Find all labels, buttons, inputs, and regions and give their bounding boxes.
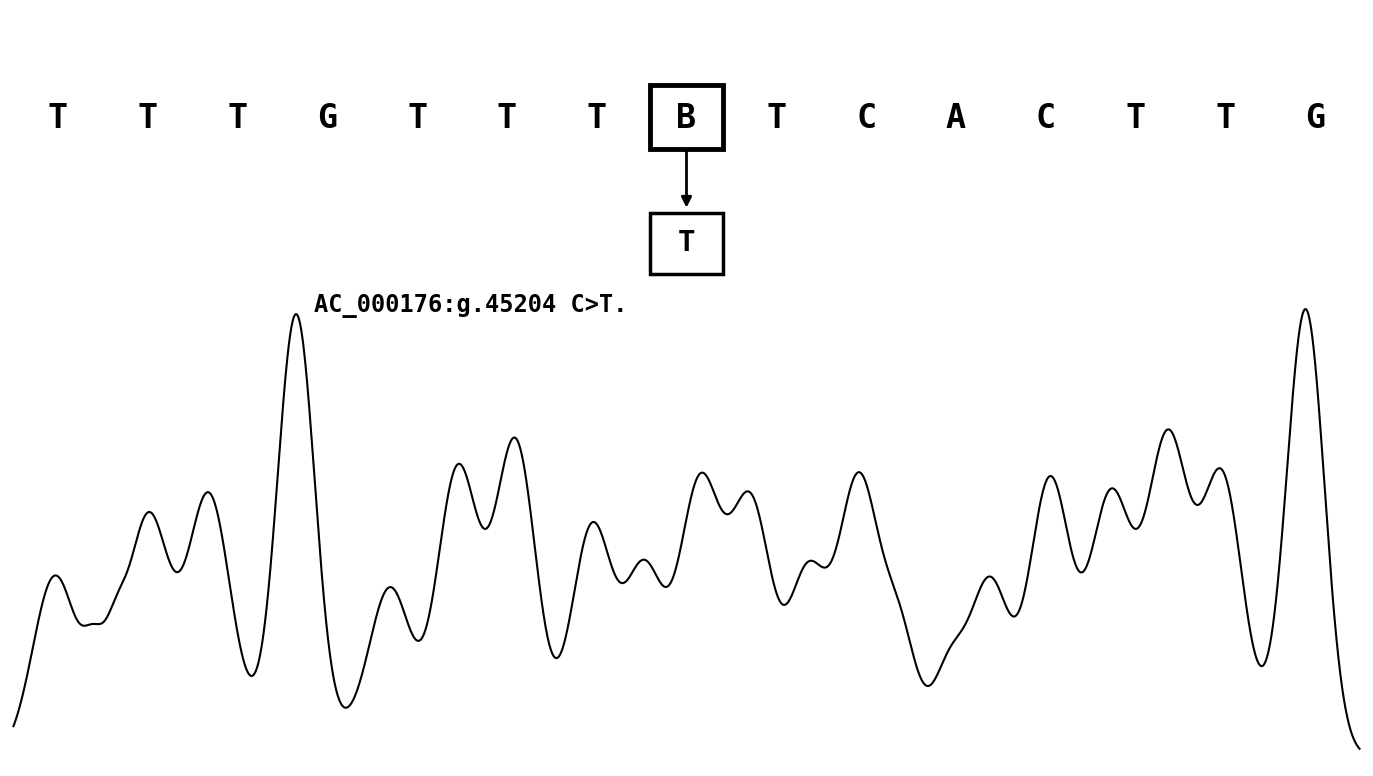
Text: AC_000176:g.45204 C>T.: AC_000176:g.45204 C>T.	[314, 294, 627, 318]
Text: T: T	[137, 102, 158, 135]
FancyBboxPatch shape	[651, 85, 722, 149]
Text: A: A	[946, 102, 967, 135]
Text: T: T	[586, 102, 607, 135]
Text: C: C	[1035, 102, 1056, 135]
Text: G: G	[1306, 102, 1325, 135]
Text: T: T	[497, 102, 518, 135]
Text: T: T	[48, 102, 67, 135]
FancyBboxPatch shape	[651, 213, 722, 274]
Text: C: C	[855, 102, 876, 135]
Text: T: T	[766, 102, 787, 135]
Text: T: T	[1126, 102, 1145, 135]
Text: G: G	[317, 102, 338, 135]
Text: T: T	[1215, 102, 1236, 135]
Text: B: B	[677, 102, 696, 135]
Text: T: T	[406, 102, 427, 135]
Text: T: T	[228, 102, 247, 135]
Text: T: T	[678, 230, 695, 258]
